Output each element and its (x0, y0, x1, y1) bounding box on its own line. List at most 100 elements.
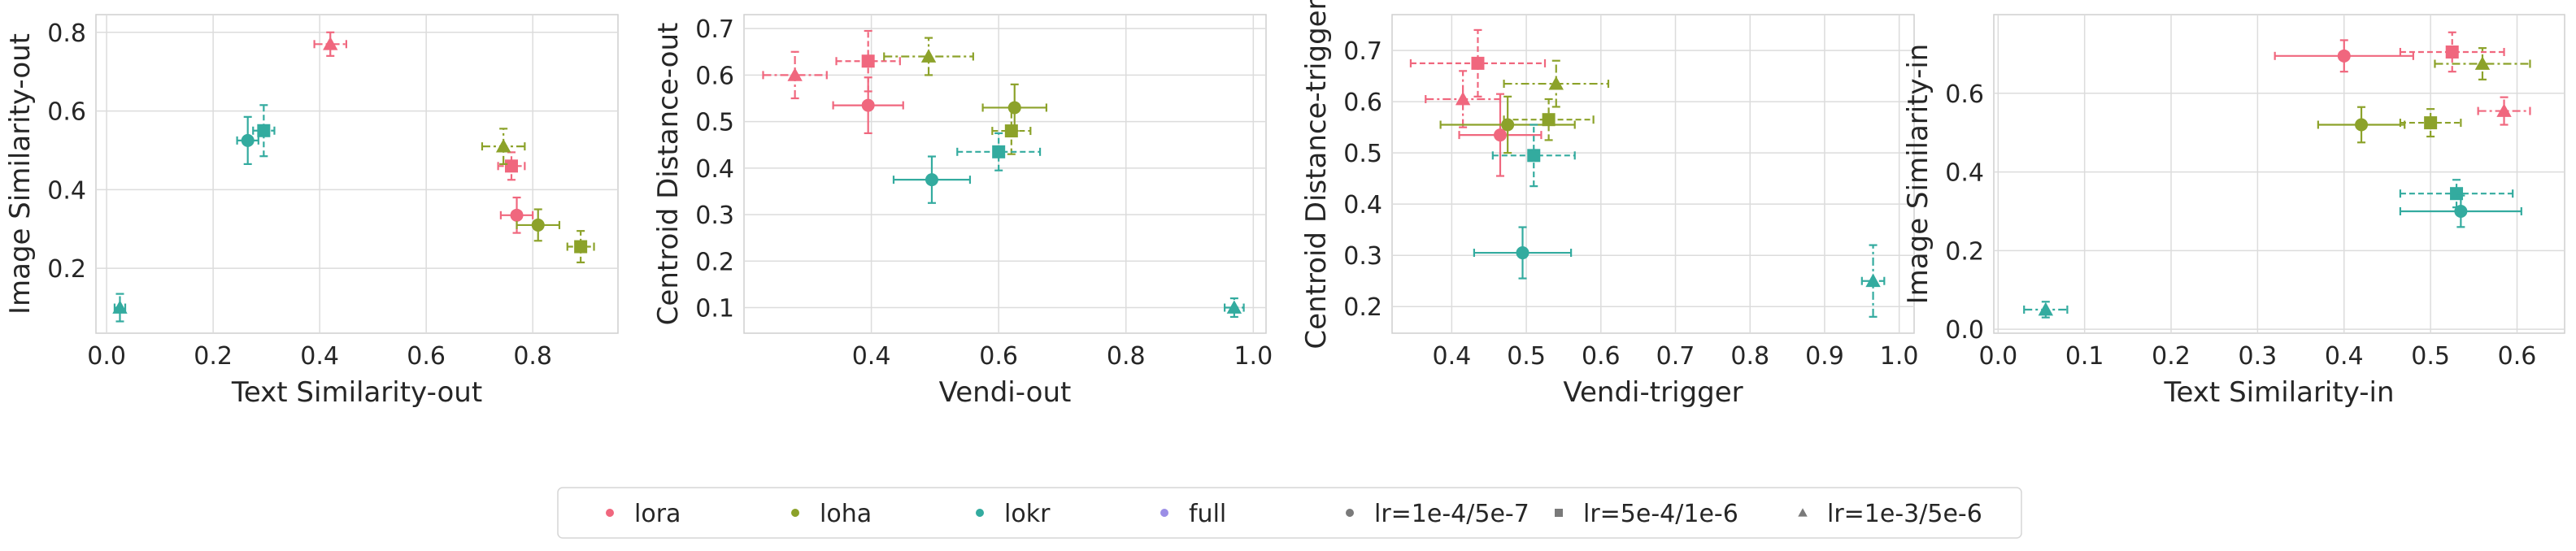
legend-marker (791, 509, 799, 517)
data-point-lora (1458, 93, 1543, 177)
x-tick-label: 0.3 (2239, 342, 2278, 371)
x-tick-label: 0.6 (1582, 342, 1621, 371)
y-tick-label: 0.6 (1343, 89, 1382, 117)
legend-label: lr=1e-4/5e-7 (1374, 500, 1530, 528)
y-axis-label: Image Similarity-out (4, 33, 37, 315)
point-marker (323, 37, 338, 50)
data-point-lora (832, 76, 904, 135)
legend-entry: lokr (976, 500, 1051, 528)
y-tick-label: 0.6 (695, 62, 734, 90)
legend-label: lokr (1004, 500, 1051, 528)
y-tick-label: 0.0 (1945, 316, 1984, 345)
data-point-loha (481, 128, 526, 166)
y-tick-label: 0.3 (695, 202, 734, 230)
legend: lora loha lokr full lr=1e-4/5e-7 lr=5e-4/1e-6… (557, 487, 2022, 539)
data-point-lokr (2399, 194, 2522, 228)
data-point-loha (1503, 98, 1595, 141)
point-marker (1226, 300, 1242, 314)
x-tick-label: 0.4 (1433, 342, 1472, 371)
point-marker (1493, 128, 1507, 142)
x-tick-label: 0.8 (1730, 342, 1769, 371)
chart-panel-3: 0.4 0.5 0.6 0.7 0.8 0.9 1.0 0.2 0.3 0.4 0.5 0.6 0.7 V… (1300, 0, 1919, 409)
plot-area (1993, 14, 2565, 334)
point-marker (2450, 187, 2464, 201)
y-tick-label: 0.6 (47, 98, 86, 127)
y-tick-label: 0.7 (695, 15, 734, 44)
legend-frame (557, 487, 2022, 539)
point-marker (531, 218, 545, 232)
x-tick-label: 0.9 (1805, 342, 1844, 371)
x-tick-label: 0.6 (979, 342, 1018, 371)
point-marker (257, 124, 271, 137)
legend-entry: full (1160, 500, 1226, 528)
x-tick-label: 0.7 (1656, 342, 1695, 371)
point-marker (112, 300, 128, 314)
data-point-loha (1503, 59, 1610, 108)
x-tick-label: 0.0 (87, 342, 126, 371)
chart-panel-4: 0.0 0.1 0.2 0.3 0.4 0.5 0.6 0.0 0.2 0.4 0.6 Text Si… (1902, 14, 2565, 409)
y-tick-label: 0.7 (1343, 37, 1382, 66)
y-tick-label: 0.3 (1343, 242, 1382, 271)
data-point-lokr (236, 115, 259, 166)
point-marker (2337, 49, 2351, 63)
x-tick-label: 0.5 (1507, 342, 1546, 371)
point-marker (574, 240, 588, 254)
data-point-lora (835, 29, 901, 93)
point-marker (2038, 302, 2054, 316)
legend-entry: lr=1e-4/5e-7 (1346, 500, 1530, 528)
data-point-lokr (2023, 301, 2069, 319)
y-tick-label: 0.4 (1945, 159, 1984, 188)
y-axis-label: Centroid Distance-out (652, 23, 685, 326)
data-point-lokr (892, 155, 972, 204)
legend-marker (1346, 509, 1354, 517)
y-tick-label: 0.2 (1343, 293, 1382, 322)
plot-area (743, 14, 1267, 334)
data-point-loha (1439, 95, 1576, 154)
point-marker (861, 54, 875, 68)
x-tick-label: 1.0 (1880, 342, 1919, 371)
y-tick-label: 0.1 (695, 295, 734, 323)
x-tick-label: 0.4 (300, 342, 339, 371)
legend-label: lr=5e-4/1e-6 (1583, 500, 1738, 528)
legend-label: full (1189, 500, 1226, 528)
x-tick-label: 0.2 (2152, 342, 2191, 371)
data-point-lora (762, 50, 828, 100)
data-point-lora (313, 31, 347, 57)
x-tick-label: 0.6 (407, 342, 446, 371)
point-marker (920, 49, 937, 63)
legend-marker (1798, 508, 1808, 517)
legend-marker (606, 509, 614, 517)
legend-label: lr=1e-3/5e-6 (1827, 500, 1982, 528)
point-marker (1548, 76, 1564, 90)
data-point-lora (2399, 31, 2505, 73)
panels: 0.0 0.2 0.4 0.6 0.8 0.2 0.4 0.6 0.8 Text Similari… (4, 0, 2565, 409)
legend-marker (976, 509, 984, 517)
legend-entry: loha (791, 500, 872, 528)
y-tick-label: 0.2 (695, 248, 734, 276)
data-point-loha (2399, 108, 2462, 138)
data-point-lokr (1224, 297, 1245, 319)
data-point-lokr (956, 132, 1042, 171)
legend-entry: lr=1e-3/5e-6 (1798, 500, 1982, 528)
point-marker (2445, 45, 2459, 59)
x-tick-label: 0.1 (2065, 342, 2104, 371)
point-marker (1865, 273, 1881, 288)
legend-entry: lr=5e-4/1e-6 (1555, 500, 1738, 528)
point-marker (1542, 113, 1556, 127)
data-point-lora (2274, 39, 2414, 73)
data-point-loha (566, 230, 595, 263)
legend-label: loha (820, 500, 872, 528)
data-point-lora (2477, 96, 2531, 126)
data-point-lokr (1491, 124, 1576, 188)
chart-panel-1: 0.0 0.2 0.4 0.6 0.8 0.2 0.4 0.6 0.8 Text Similari… (4, 14, 619, 409)
x-axis-label: Text Similarity-out (231, 376, 482, 409)
point-marker (1004, 124, 1018, 138)
x-tick-label: 0.0 (1978, 342, 2017, 371)
y-tick-label: 0.4 (47, 176, 86, 205)
point-marker (1501, 118, 1515, 132)
legend-entry: lora (606, 500, 681, 528)
y-tick-label: 0.4 (695, 155, 734, 184)
y-tick-label: 0.5 (695, 109, 734, 137)
data-point-lokr (1473, 226, 1573, 280)
